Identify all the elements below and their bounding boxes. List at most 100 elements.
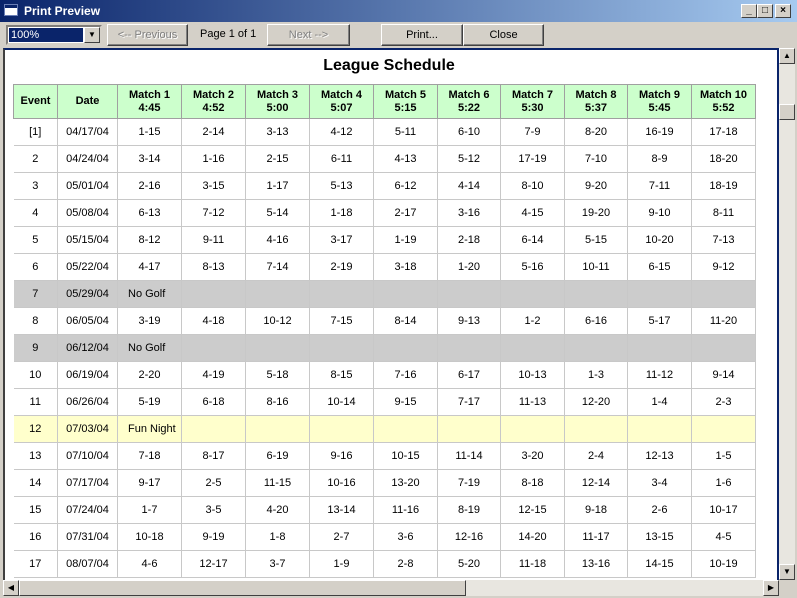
table-row: 15 07/24/04 1-7 3-5 4-20 13-14 11-16 8-19 12-15 9… <box>13 496 756 524</box>
event-cell: 4 <box>13 199 58 227</box>
match-cell: 1-2 <box>500 307 565 335</box>
scroll-up-icon[interactable]: ▲ <box>779 48 795 64</box>
match-cell: 6-14 <box>500 226 565 254</box>
column-header-title: Match 5 <box>385 88 426 101</box>
table-row: 4 05/08/04 6-13 7-12 5-14 1-18 2-17 3-16 4-15 19-… <box>13 199 756 227</box>
close-window-button[interactable]: × <box>775 4 791 18</box>
column-header: Match 7 5:30 <box>500 84 565 119</box>
print-button[interactable]: Print... <box>381 24 463 46</box>
event-cell: 8 <box>13 307 58 335</box>
column-header-title: Match 6 <box>448 88 490 101</box>
column-header: Match 6 5:22 <box>437 84 501 119</box>
column-header-title: Match 4 <box>321 88 362 101</box>
scroll-right-icon[interactable]: ▶ <box>763 580 779 596</box>
maximize-button[interactable]: □ <box>757 4 773 18</box>
match-cell: 6-17 <box>437 361 501 389</box>
date-cell: 05/22/04 <box>57 253 118 281</box>
table-row: 9 06/12/04 No Golf <box>13 334 756 362</box>
horizontal-scrollbar[interactable]: ◀ ▶ <box>3 580 779 596</box>
match-cell: 3-7 <box>245 550 310 578</box>
match-cell: 1-7 <box>117 496 182 524</box>
match-cell: 8-10 <box>500 172 565 200</box>
preview-pane[interactable]: League Schedule Event Date Match 1 4:45 Matc… <box>3 48 779 580</box>
scroll-left-icon[interactable]: ◀ <box>3 580 19 596</box>
empty-cell <box>627 334 692 362</box>
event-cell: 9 <box>13 334 58 362</box>
match-cell: 4-15 <box>500 199 565 227</box>
match-cell: 7-15 <box>309 307 374 335</box>
match-cell: 1-17 <box>245 172 310 200</box>
match-cell: 8-15 <box>309 361 374 389</box>
match-cell: 2-15 <box>245 145 310 173</box>
empty-cell <box>245 334 310 362</box>
match-cell: 4-5 <box>691 523 756 551</box>
match-cell: 2-17 <box>373 199 438 227</box>
match-cell: 10-18 <box>117 523 182 551</box>
match-cell: 17-18 <box>691 118 756 146</box>
empty-cell <box>627 415 692 443</box>
empty-cell <box>691 334 756 362</box>
empty-cell <box>437 280 501 308</box>
match-cell: 1-18 <box>309 199 374 227</box>
column-header-title: Match 2 <box>193 88 234 101</box>
table-row: 13 07/10/04 7-18 8-17 6-19 9-16 10-15 11-14 3-20… <box>13 442 756 470</box>
match-cell: 9-10 <box>627 199 692 227</box>
match-cell: 16-19 <box>627 118 692 146</box>
match-cell: 10-15 <box>373 442 438 470</box>
match-cell: 5-15 <box>564 226 628 254</box>
horizontal-scroll-thumb[interactable] <box>19 580 466 596</box>
note-cell: Fun Night <box>117 415 182 443</box>
match-cell: 3-15 <box>181 172 246 200</box>
match-cell: 3-5 <box>181 496 246 524</box>
empty-cell <box>691 280 756 308</box>
next-page-button[interactable]: Next --> <box>267 24 350 46</box>
match-cell: 5-13 <box>309 172 374 200</box>
match-cell: 7-13 <box>691 226 756 254</box>
zoom-select[interactable]: 100% ▼ <box>6 25 102 45</box>
minimize-button[interactable]: _ <box>741 4 757 18</box>
table-row: 11 06/26/04 5-19 6-18 8-16 10-14 9-15 7-17 11-13… <box>13 388 756 416</box>
scroll-down-icon[interactable]: ▼ <box>779 564 795 580</box>
event-cell: 15 <box>13 496 58 524</box>
empty-cell <box>245 280 310 308</box>
empty-cell <box>437 415 501 443</box>
empty-cell <box>564 415 628 443</box>
match-cell: 4-12 <box>309 118 374 146</box>
vertical-scroll-thumb[interactable] <box>779 104 795 120</box>
match-cell: 2-14 <box>181 118 246 146</box>
match-cell: 11-12 <box>627 361 692 389</box>
close-button[interactable]: Close <box>463 24 544 46</box>
column-header-time: 5:00 <box>266 101 289 114</box>
match-cell: 5-16 <box>500 253 565 281</box>
match-cell: 2-7 <box>309 523 374 551</box>
date-cell: 04/24/04 <box>57 145 118 173</box>
match-cell: 8-20 <box>564 118 628 146</box>
chevron-down-icon[interactable]: ▼ <box>84 27 100 43</box>
match-cell: 7-19 <box>437 469 501 497</box>
empty-cell <box>500 415 565 443</box>
match-cell: 10-19 <box>691 550 756 578</box>
match-cell: 4-6 <box>117 550 182 578</box>
match-cell: 1-9 <box>309 550 374 578</box>
previous-page-button[interactable]: <-- Previous <box>107 24 188 46</box>
match-cell: 11-20 <box>691 307 756 335</box>
column-header: Match 4 5:07 <box>309 84 374 119</box>
report-title: League Schedule <box>323 57 455 74</box>
match-cell: 5-18 <box>245 361 310 389</box>
event-cell: 6 <box>13 253 58 281</box>
match-cell: 7-10 <box>564 145 628 173</box>
vertical-scrollbar[interactable]: ▲ ▼ <box>779 48 795 580</box>
match-cell: 4-14 <box>437 172 501 200</box>
match-cell: 13-14 <box>309 496 374 524</box>
match-cell: 8-19 <box>437 496 501 524</box>
match-cell: 5-14 <box>245 199 310 227</box>
empty-cell <box>309 334 374 362</box>
date-cell: 07/31/04 <box>57 523 118 551</box>
column-header-title: Date <box>75 95 100 107</box>
match-cell: 2-5 <box>181 469 246 497</box>
date-cell: 04/17/04 <box>57 118 118 146</box>
match-cell: 4-20 <box>245 496 310 524</box>
match-cell: 7-16 <box>373 361 438 389</box>
match-cell: 13-20 <box>373 469 438 497</box>
match-cell: 4-16 <box>245 226 310 254</box>
